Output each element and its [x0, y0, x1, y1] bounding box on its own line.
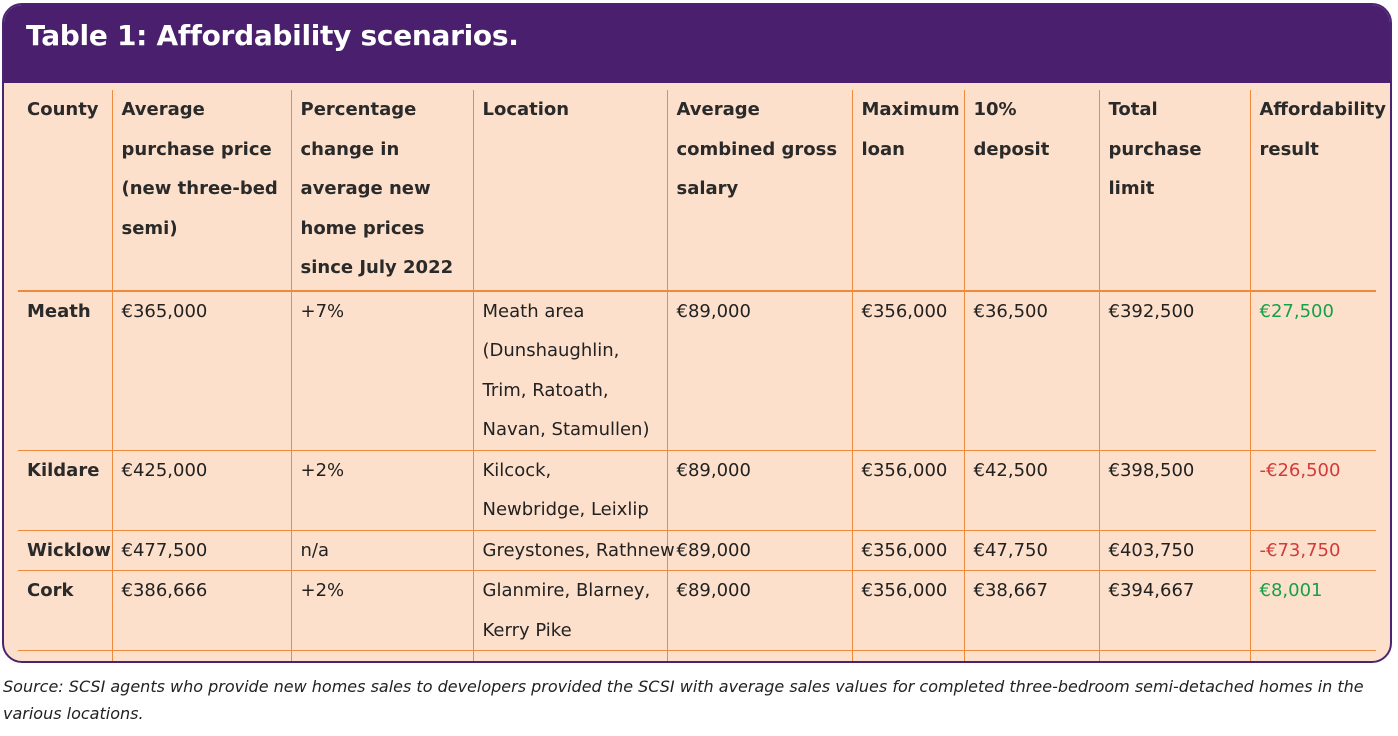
limit-cell: €403,750: [1098, 530, 1250, 571]
location-cell: Meath area (Dunshaughlin, Trim, Ratoath,…: [472, 290, 667, 450]
change-cell: +7%: [290, 290, 473, 450]
loan-cell: €356,000: [851, 290, 964, 450]
column-header: Average combined gross salary: [666, 90, 852, 291]
change-cell: n/a: [290, 530, 473, 571]
location-cell: Athenry, Oranmore: [472, 650, 667, 661]
deposit-cell: €47,750: [963, 530, 1099, 571]
table-card: Table 1: Affordability scenarios. County…: [2, 3, 1392, 663]
change-cell: n/a: [290, 650, 473, 661]
county-cell: Wicklow: [27, 539, 111, 561]
location-cell: Glanmire, Blarney, Kerry Pike: [472, 570, 667, 651]
column-header: Average purchase price (new three-bed se…: [111, 90, 291, 291]
limit-cell: €392,500: [1098, 290, 1250, 450]
column-header: Maximum loan: [851, 90, 964, 291]
loan-cell: €356,000: [851, 530, 964, 571]
title-bar: Table 1: Affordability scenarios.: [4, 5, 1390, 83]
deposit-cell: €38,667: [963, 570, 1099, 651]
deposit-cell: €36,500: [963, 290, 1099, 450]
column-header: 10% deposit: [963, 90, 1099, 291]
table-row: Meath €365,000 +7% Meath area (Dunshaugh…: [18, 290, 1376, 450]
deposit-cell: €42,500: [963, 450, 1099, 530]
price-cell: €477,500: [111, 530, 291, 571]
result-cell: -€73,750: [1249, 530, 1376, 571]
salary-cell: €89,000: [666, 530, 852, 571]
column-header: Total purchase limit: [1098, 90, 1250, 291]
result-cell: €20,750: [1249, 650, 1376, 661]
loan-cell: €356,000: [851, 650, 964, 661]
county-cell: Galway: [18, 651, 112, 661]
price-cell: €365,000: [111, 290, 291, 450]
source-note: Source: SCSI agents who provide new home…: [3, 677, 1364, 723]
change-cell: +2%: [290, 570, 473, 651]
table-row: Kildare €425,000 +2% Kilcock, Newbridge,…: [18, 450, 1376, 530]
deposit-cell: €37,250: [963, 650, 1099, 661]
salary-cell: €89,000: [666, 450, 852, 530]
loan-cell: €356,000: [851, 570, 964, 651]
table-header-row: County Average purchase price (new three…: [18, 90, 1386, 291]
change-cell: +2%: [290, 450, 473, 530]
table-row: Wicklow €477,500 n/a Greystones, Rathnew…: [18, 530, 1376, 571]
result-cell: €8,001: [1249, 570, 1376, 651]
column-header: County: [27, 99, 99, 120]
county-cell: Meath: [27, 300, 91, 322]
column-header: Location: [472, 90, 667, 291]
table-row: Cork €386,666 +2% Glanmire, Blarney, Ker…: [18, 570, 1376, 651]
table-title: Table 1: Affordability scenarios.: [26, 19, 519, 52]
loan-cell: €356,000: [851, 450, 964, 530]
salary-cell: €89,000: [666, 290, 852, 450]
result-cell: -€26,500: [1249, 450, 1376, 530]
price-cell: €372,500: [111, 650, 291, 661]
county-cell: Kildare: [27, 459, 100, 481]
limit-cell: €394,667: [1098, 570, 1250, 651]
column-header: Percentage change in average new home pr…: [290, 90, 473, 291]
price-cell: €386,666: [111, 570, 291, 651]
column-header: Affordability result: [1249, 90, 1386, 291]
limit-cell: €393,250: [1098, 650, 1250, 661]
price-cell: €425,000: [111, 450, 291, 530]
salary-cell: €89,000: [666, 650, 852, 661]
limit-cell: €398,500: [1098, 450, 1250, 530]
table-row: Galway €372,500 n/a Athenry, Oranmore €8…: [18, 650, 1376, 661]
result-cell: €27,500: [1249, 290, 1376, 450]
salary-cell: €89,000: [666, 570, 852, 651]
location-cell: Greystones, Rathnew: [472, 530, 675, 571]
affordability-table: County Average purchase price (new three…: [18, 90, 1386, 661]
county-cell: Cork: [27, 580, 74, 601]
location-cell: Kilcock, Newbridge, Leixlip: [472, 450, 667, 530]
